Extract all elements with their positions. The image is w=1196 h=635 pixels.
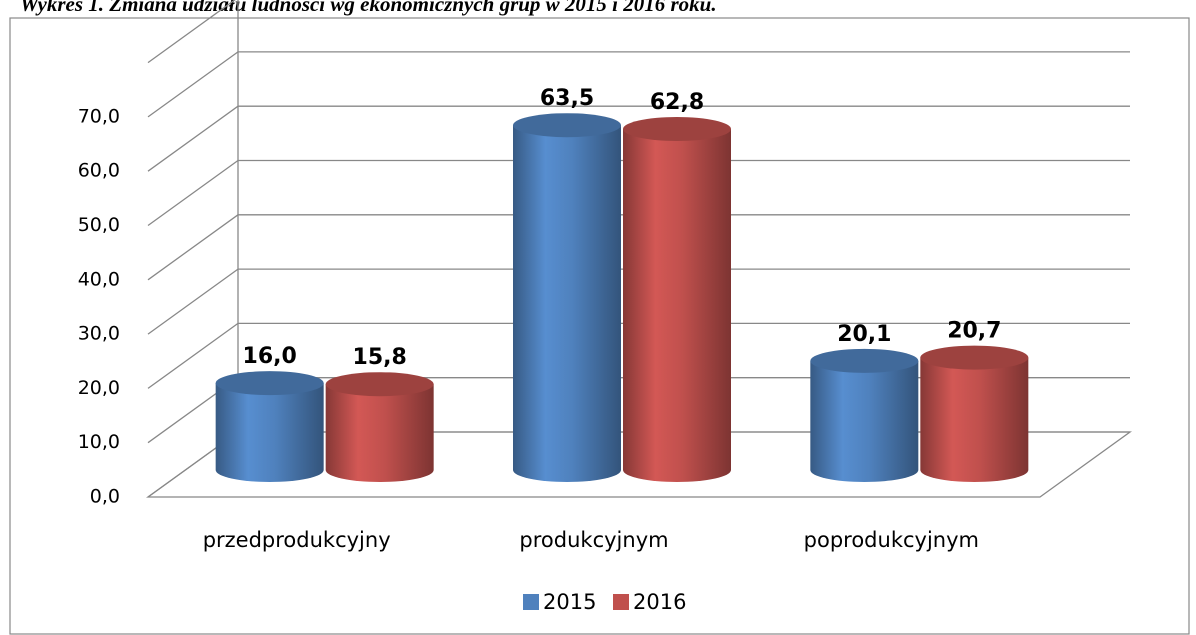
- chart-title: Wykres 1. Zmiana udziału ludności wg eko…: [20, 0, 717, 16]
- cylinder-body: [810, 360, 919, 482]
- y-tick-label: 20,0: [78, 377, 120, 399]
- legend-label: 2015: [543, 590, 596, 614]
- cylinder-top: [920, 345, 1029, 370]
- bar: [325, 372, 434, 482]
- value-label: 20,1: [837, 322, 891, 347]
- cylinder-top: [325, 372, 434, 397]
- value-label: 16,0: [243, 344, 297, 369]
- y-tick-label: 60,0: [78, 160, 120, 182]
- value-label: 63,5: [540, 86, 594, 111]
- cylinder-body: [623, 128, 731, 482]
- bar: [513, 113, 621, 482]
- value-label: 15,8: [353, 345, 407, 370]
- legend-label: 2016: [633, 590, 686, 614]
- y-tick-label: 10,0: [78, 431, 120, 453]
- cylinder-body: [513, 125, 621, 482]
- grid-line: [147, 214, 1130, 281]
- bar: [810, 348, 919, 482]
- cylinder-body: [215, 383, 324, 482]
- x-tick-label: przedprodukcyjny: [203, 528, 391, 552]
- cylinder-top: [215, 371, 324, 396]
- cylinder-body: [325, 384, 434, 482]
- grid-line: [147, 105, 1130, 172]
- cylinder-top: [810, 348, 919, 373]
- legend-swatch: [523, 594, 539, 610]
- bar: [215, 371, 324, 482]
- x-tick-label: poprodukcyjnym: [804, 528, 979, 552]
- wall-top: [147, 0, 236, 64]
- grid-line: [147, 268, 1130, 335]
- bar: [920, 345, 1029, 483]
- y-tick-label: 30,0: [78, 323, 120, 345]
- value-label: 20,7: [947, 319, 1001, 344]
- bar: [623, 116, 731, 482]
- grid-line: [147, 322, 1130, 389]
- y-tick-label: 70,0: [78, 105, 120, 127]
- value-label: 62,8: [650, 90, 704, 115]
- y-tick-label: 0,0: [90, 486, 120, 508]
- legend-swatch: [613, 594, 629, 610]
- y-tick-label: 40,0: [78, 268, 120, 290]
- cylinder-body: [920, 357, 1029, 483]
- x-tick-label: produkcyjnym: [519, 528, 668, 552]
- floor: [145, 431, 1133, 498]
- grid-line: [147, 51, 1130, 118]
- cylinder-top: [513, 113, 621, 138]
- y-tick-label: 50,0: [78, 214, 120, 236]
- grid-line: [147, 159, 1130, 227]
- cylinder-top: [623, 116, 731, 141]
